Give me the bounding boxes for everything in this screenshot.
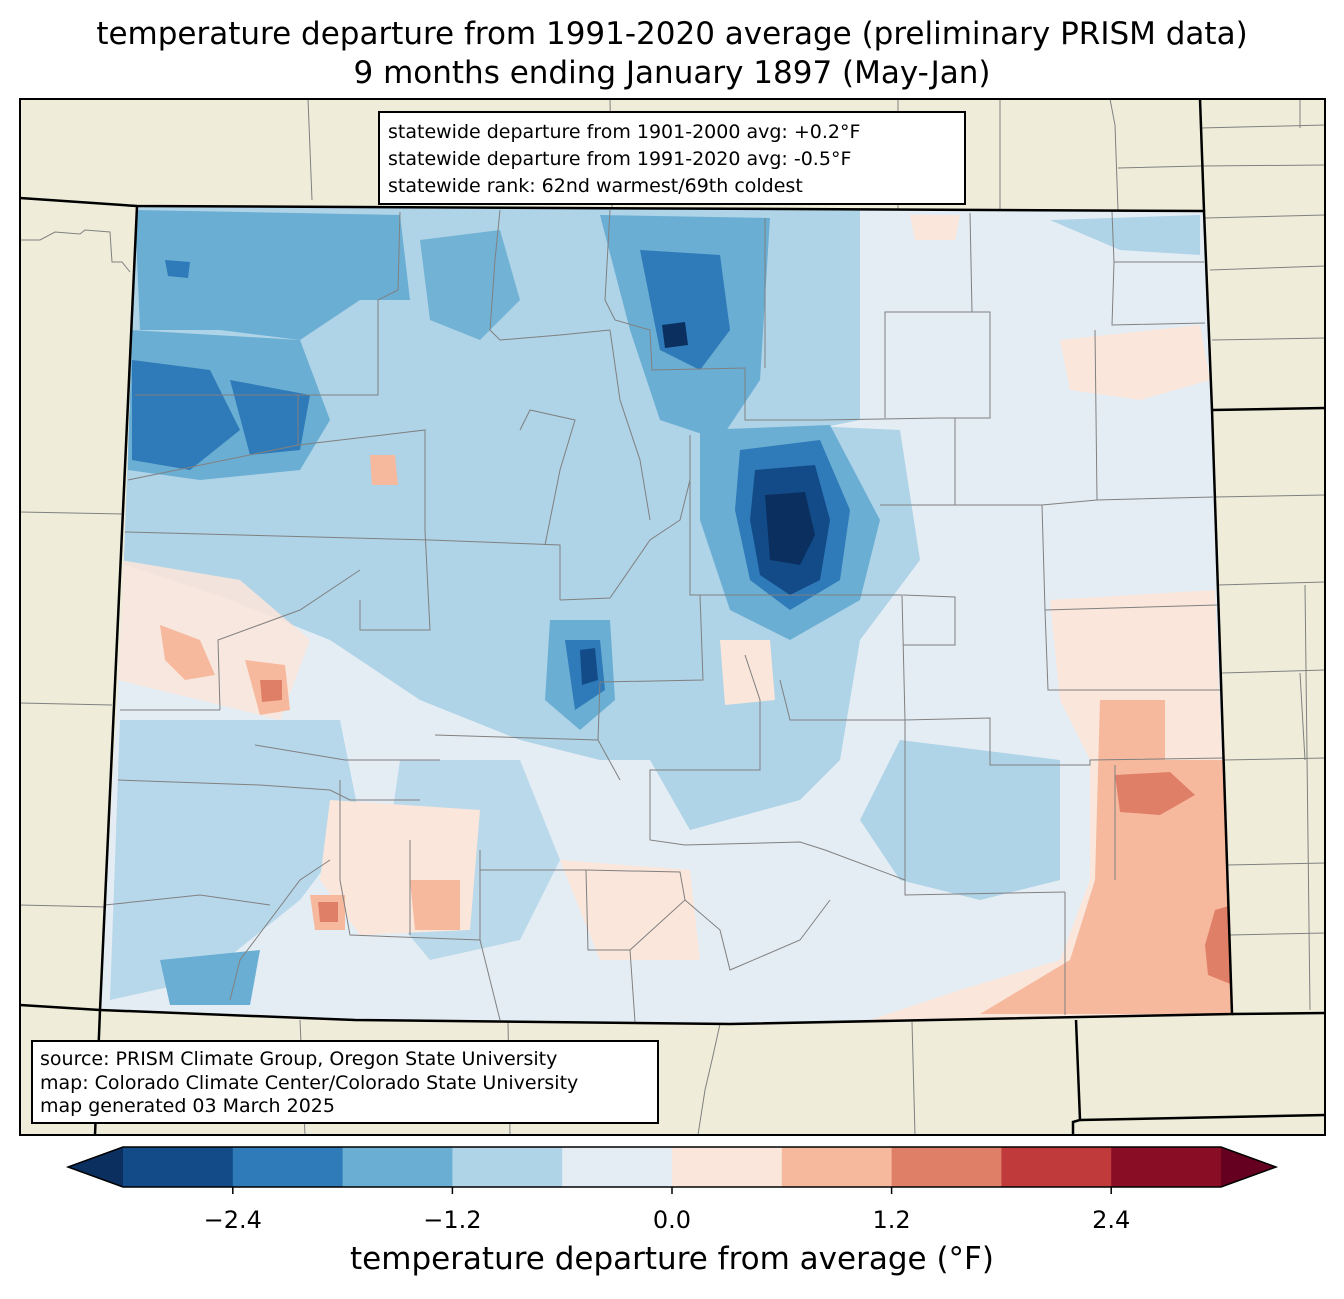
departure-warmest-spot-delta (260, 680, 282, 702)
colorbar-tick-label: 2.4 (1092, 1206, 1131, 1234)
departure-warmer-patch-mesa (160, 625, 215, 680)
departure-warmest-spot-dolores (318, 902, 338, 922)
departure-cold-patch-southwest (160, 950, 260, 1005)
departure-cool-patch-northeast (1050, 215, 1200, 255)
colorbar-tick-label: 0.0 (652, 1206, 692, 1234)
departure-coldest-spot-sawatch (580, 648, 598, 685)
departure-coldest-core-denver (765, 492, 815, 565)
departure-cool-region-southeast (860, 740, 1060, 900)
map-title-line-1: temperature departure from 1991-2020 ave… (96, 16, 1248, 52)
departure-warm-region-northeast (1060, 325, 1210, 400)
departure-cold-region-north (135, 210, 410, 340)
departure-warm-spot-el-paso (720, 640, 775, 705)
stats-rank: statewide rank: 62nd warmest/69th coldes… (388, 175, 803, 197)
departure-colder-region-moffat (132, 360, 240, 470)
colorbar-bin (672, 1147, 783, 1187)
colorbar-bin (891, 1147, 1002, 1187)
colorbar (65, 1146, 1279, 1194)
colorbar-bin (232, 1147, 344, 1187)
colorbar-bin (1111, 1147, 1222, 1187)
departure-cool-region-southwest (110, 720, 360, 1000)
colorbar-bin (123, 1147, 234, 1187)
departure-warm-spot-logan (910, 215, 960, 240)
colorbar-extend-low (68, 1147, 123, 1187)
source-map: map: Colorado Climate Center/Colorado St… (40, 1071, 579, 1094)
departure-colder-patch-rio-blanco (230, 380, 310, 455)
colorbar-outline (65, 1146, 1279, 1188)
stats-departure-1991-2020: statewide departure from 1991-2020 avg: … (388, 148, 852, 170)
colorbar-bin (1001, 1147, 1112, 1187)
map-frame (19, 98, 1326, 1136)
departure-warmer-spot-garfield (370, 455, 398, 485)
departure-colder-spot-north (165, 260, 190, 278)
departure-warm-region-conejos (560, 860, 700, 960)
stats-departure-1901-2000: statewide departure from 1901-2000 avg: … (388, 121, 861, 143)
colorbar-bin (781, 1147, 893, 1187)
departure-warmer-patch-hinsdale (410, 880, 460, 930)
source-data: source: PRISM Climate Group, Oregon Stat… (40, 1048, 558, 1070)
colorbar-tick-label: −1.2 (423, 1206, 482, 1234)
colorbar-tick-label: −2.4 (203, 1206, 262, 1234)
colorbar-bin (452, 1147, 563, 1187)
colorbar-tick-label: 1.2 (872, 1206, 911, 1234)
colorbar-title: temperature departure from average (°F) (350, 1241, 994, 1277)
departure-warmest-patch-baca (1205, 905, 1232, 985)
departure-colder-patch-jackson (640, 250, 730, 370)
statewide-stats-box: statewide departure from 1901-2000 avg: … (378, 111, 966, 205)
county-boundaries (104, 209, 1225, 1023)
source-generated-date: map generated 03 March 2025 (40, 1095, 335, 1117)
departure-warmest-patch-prowers (1115, 772, 1195, 815)
departure-coldest-spot-north-park (662, 322, 688, 348)
source-box: source: PRISM Climate Group, Oregon Stat… (31, 1040, 659, 1124)
colorbar-extend-high (1221, 1147, 1276, 1187)
colorbar-bin (562, 1147, 673, 1187)
colorado-departure-field (100, 206, 1232, 1024)
colorbar-bin (342, 1147, 453, 1187)
map-title-line-2: 9 months ending January 1897 (May-Jan) (353, 55, 991, 91)
map-frame-content (20, 99, 1325, 1135)
